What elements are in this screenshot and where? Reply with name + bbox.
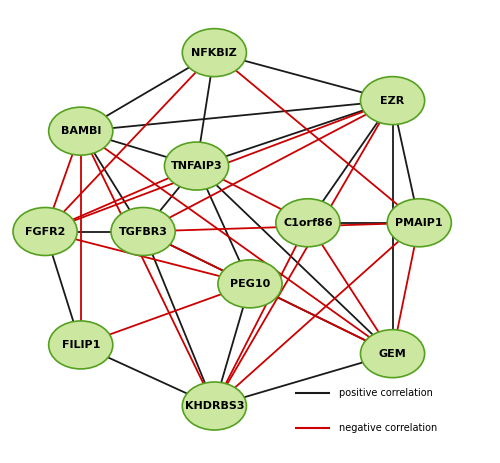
Text: negative correlation: negative correlation [339,423,438,433]
Text: EZR: EZR [380,96,404,106]
Ellipse shape [48,321,113,369]
Ellipse shape [360,330,424,378]
Text: FILIP1: FILIP1 [62,340,100,350]
Text: GEM: GEM [378,349,406,359]
Text: TGFBR3: TGFBR3 [118,226,168,237]
Ellipse shape [360,76,424,125]
Text: PMAIP1: PMAIP1 [396,218,443,228]
Ellipse shape [387,199,452,247]
Ellipse shape [48,107,113,155]
Text: BAMBI: BAMBI [60,126,101,136]
Text: C1orf86: C1orf86 [283,218,333,228]
Ellipse shape [218,260,282,308]
Ellipse shape [182,29,246,76]
Text: TNFAIP3: TNFAIP3 [170,161,222,171]
Text: positive correlation: positive correlation [339,388,433,398]
Ellipse shape [13,207,77,256]
Ellipse shape [164,142,228,190]
Text: PEG10: PEG10 [230,279,270,289]
Ellipse shape [182,382,246,430]
Text: FGFR2: FGFR2 [25,226,66,237]
Ellipse shape [276,199,340,247]
Text: KHDRBS3: KHDRBS3 [184,401,244,411]
Ellipse shape [111,207,175,256]
Text: NFKBIZ: NFKBIZ [192,48,237,57]
